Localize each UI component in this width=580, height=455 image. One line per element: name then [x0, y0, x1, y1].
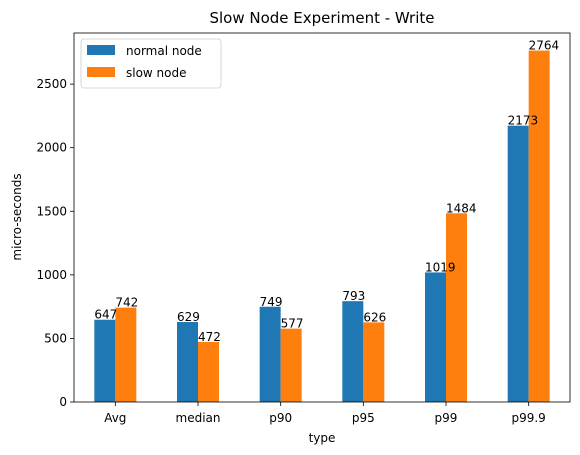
y-tick-label: 2000	[36, 141, 67, 155]
x-tick-label: p99	[435, 411, 458, 425]
bar-normal-node	[342, 301, 364, 402]
y-tick-label: 0	[59, 395, 67, 409]
data-label-slow-node: 472	[198, 330, 221, 344]
bar-slow-node	[198, 341, 219, 402]
bar-slow-node	[528, 50, 550, 402]
bar-normal-node	[177, 322, 198, 402]
x-tick-label: p95	[352, 411, 375, 425]
legend-label-normal-node: normal node	[126, 44, 202, 58]
legend-box	[80, 38, 222, 89]
bars-group	[94, 50, 550, 402]
bar-slow-node	[280, 328, 302, 402]
y-tick-label: 1000	[36, 268, 67, 282]
legend-label-slow-node: slow node	[126, 66, 187, 80]
data-label-slow-node: 2764	[529, 39, 560, 53]
x-tick-label: median	[176, 411, 221, 425]
chart-title: Slow Node Experiment - Write	[209, 9, 434, 27]
x-tick-label: p90	[269, 411, 292, 425]
x-tick-label: p99.9	[511, 411, 545, 425]
y-axis: 0 500 1000 1500 2000 2500	[36, 77, 74, 409]
y-axis-label: micro-seconds	[10, 173, 24, 260]
data-label-normal-node: 793	[342, 289, 365, 303]
x-tick-label: Avg	[104, 411, 126, 425]
bar-slow-node	[115, 307, 137, 402]
bar-normal-node	[94, 319, 116, 402]
legend-swatch-normal-node	[87, 45, 115, 55]
bar-slow-node	[446, 213, 467, 402]
data-label-normal-node: 629	[177, 310, 200, 324]
data-label-normal-node: 1019	[425, 260, 456, 274]
bar-normal-node	[507, 125, 529, 402]
y-tick-label: 1500	[36, 204, 67, 218]
plot-frame	[73, 32, 571, 403]
data-label-normal-node: 749	[260, 295, 283, 309]
data-label-normal-node: 647	[94, 308, 117, 322]
data-label-slow-node: 1484	[446, 201, 477, 215]
bar-normal-node	[259, 306, 281, 402]
x-axis-label: type	[309, 431, 336, 445]
y-tick-label: 500	[44, 331, 67, 345]
data-label-normal-node: 2173	[508, 114, 539, 128]
bar-slow-node	[363, 322, 385, 402]
y-tick-label: 2500	[36, 77, 67, 91]
x-axis: Avg median p90 p95 p99 p99.9	[104, 402, 546, 425]
data-label-slow-node: 742	[115, 296, 138, 310]
data-label-slow-node: 577	[281, 317, 304, 331]
bar-normal-node	[425, 272, 446, 402]
legend-swatch-slow-node	[87, 67, 115, 77]
legend: normal node slow node	[80, 38, 222, 89]
data-label-slow-node: 626	[363, 310, 386, 324]
